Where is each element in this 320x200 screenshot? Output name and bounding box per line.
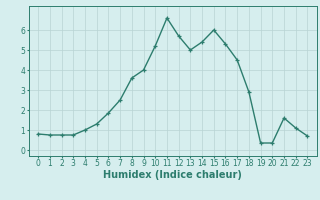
X-axis label: Humidex (Indice chaleur): Humidex (Indice chaleur) <box>103 170 242 180</box>
